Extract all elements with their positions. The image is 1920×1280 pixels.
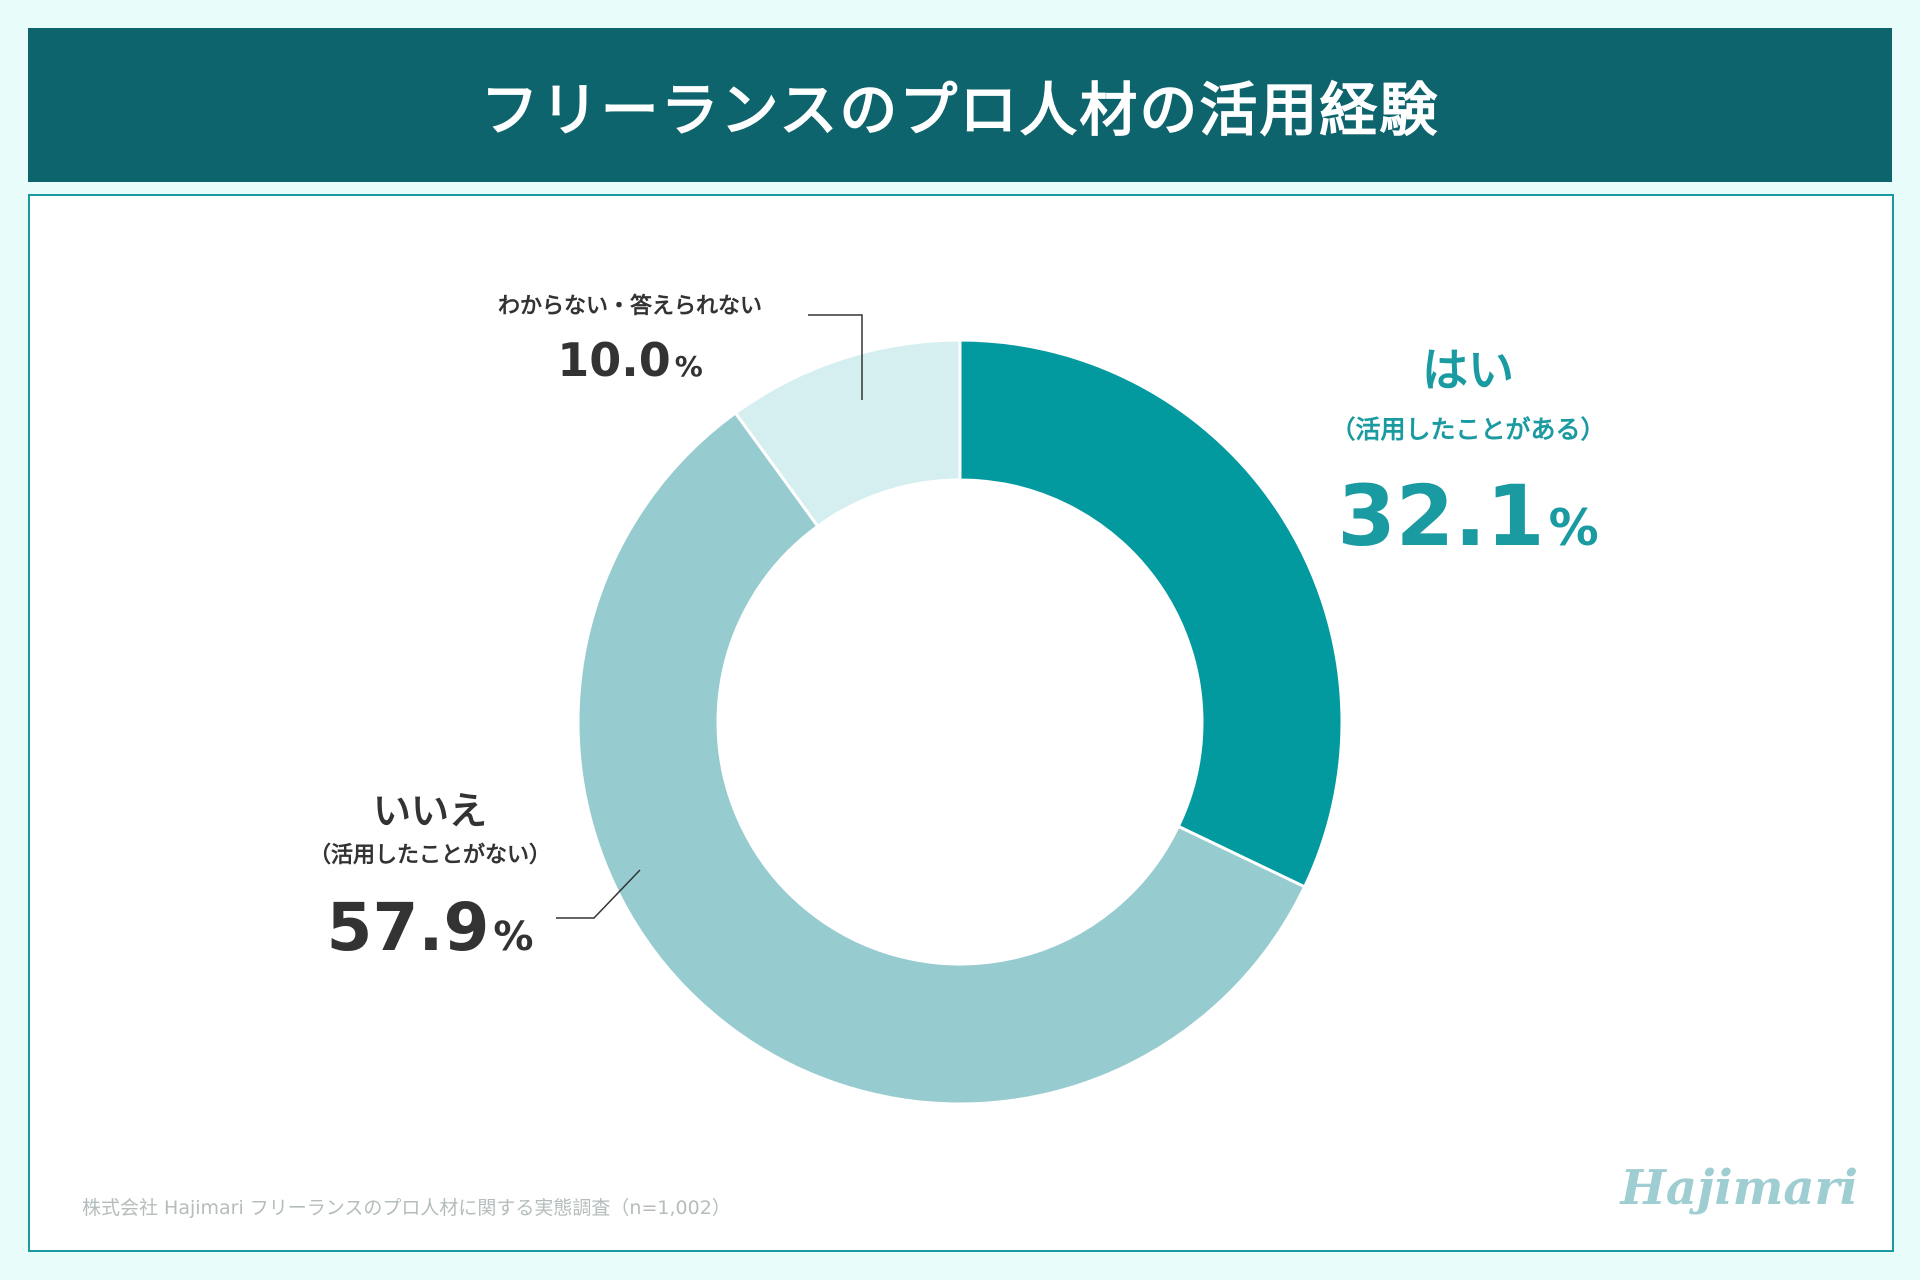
chart-title: フリーランスのプロ人材の活用経験 [480,76,1440,144]
donut-slice-0 [958,338,1344,889]
slice-value-1: 57.9% [327,889,534,966]
slice-title-1: いいえ [373,789,487,833]
slice-sublabel-0: （活用したことがある） [1330,415,1605,444]
title-bar: フリーランスのプロ人材の活用経験 [28,28,1892,182]
slice-sublabel-1: （活用したことがない） [309,842,551,868]
slice-value-2: 10.0% [557,333,703,387]
brand-logo: Hajimari [1620,1160,1858,1216]
source-note: 株式会社 Hajimari フリーランスのプロ人材に関する実態調査（n=1,00… [82,1197,731,1219]
donut-slice-2 [733,338,962,529]
donut-slice-1 [576,410,1307,1106]
slice-label-2: わからない・答えられない 10.0% [498,293,762,387]
leader-line-1 [556,869,641,919]
slice-label-1: いいえ （活用したことがない） 57.9% [309,789,551,966]
slice-title-2: わからない・答えられない [498,293,762,319]
slice-value-0: 32.1% [1337,467,1598,565]
leader-line-2 [808,314,863,400]
slice-label-0: はい （活用したことがある） 32.1% [1330,343,1605,565]
slice-title-0: はい [1422,343,1514,397]
